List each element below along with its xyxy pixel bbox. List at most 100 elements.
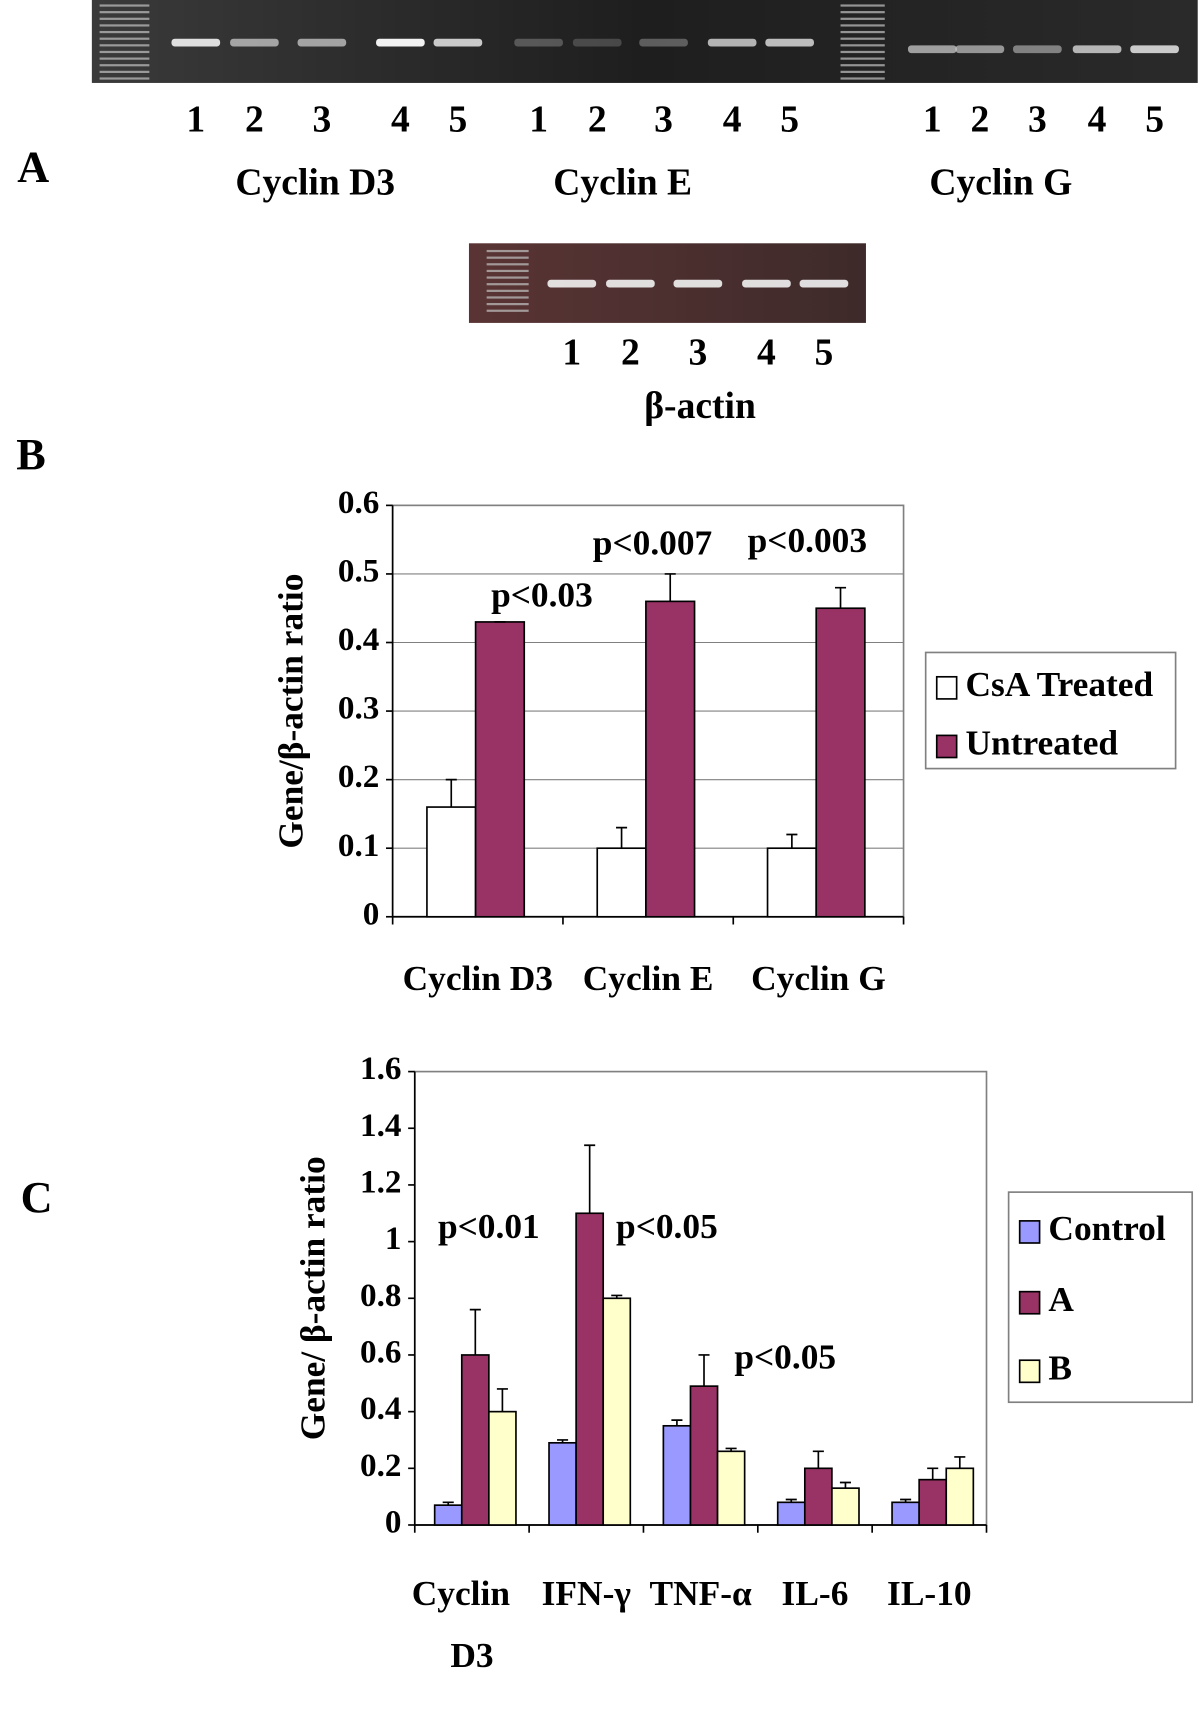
ladder-band (486, 283, 529, 286)
x-tick-label: Cyclin D3 (412, 1573, 519, 1675)
ladder-band (840, 77, 885, 80)
error-bar (954, 1456, 966, 1469)
bar (460, 1354, 490, 1526)
gel-label: Cyclin E (553, 162, 692, 203)
bar (815, 607, 866, 918)
ladder-band (486, 263, 529, 266)
error-bar (445, 778, 457, 808)
bar (596, 847, 647, 918)
error-bar (927, 1467, 939, 1480)
error-bar (496, 1388, 508, 1412)
legend-label: B (1048, 1347, 1072, 1387)
y-tick-label: 0.3 (338, 690, 379, 727)
lane-label: 3 (654, 99, 673, 140)
gel-label: Cyclin D3 (235, 162, 395, 203)
bar (891, 1501, 920, 1526)
ladder-band (840, 64, 885, 67)
bar (575, 1212, 605, 1526)
ladder-band (99, 24, 150, 27)
lane-label: 4 (1088, 99, 1107, 140)
legend-box (924, 651, 1177, 770)
legend-swatch (1018, 1220, 1041, 1244)
bar (776, 1501, 806, 1526)
error-bar (616, 826, 628, 849)
legend-label: A (1048, 1279, 1074, 1319)
ladder-band (99, 70, 150, 73)
bar (548, 1441, 577, 1526)
error-bar (442, 1501, 454, 1506)
bar (716, 1450, 746, 1526)
lane-label: 5 (448, 99, 467, 140)
error-bar (900, 1498, 912, 1503)
gel-band (1130, 45, 1179, 54)
legend-label: Control (1048, 1208, 1165, 1248)
gel-band (765, 38, 814, 47)
y-tick-label: 0.6 (338, 484, 379, 521)
ladder-band (486, 269, 529, 273)
y-tick-label: 0.4 (338, 621, 379, 658)
ladder-band (840, 4, 885, 7)
y-tick-label: 1 (385, 1220, 402, 1257)
lane-label: 3 (1028, 99, 1047, 140)
gel-band (606, 279, 655, 288)
bar (918, 1478, 948, 1526)
error-bar (557, 1439, 569, 1443)
ladder-band (99, 17, 150, 20)
y-tick-label: 0.6 (360, 1334, 401, 1371)
error-bar (834, 586, 847, 609)
ladder-band (486, 256, 529, 259)
gel-label: β-actin (644, 386, 756, 427)
gel-band (799, 279, 849, 288)
ladder-band (99, 30, 150, 34)
legend-label: CsA Treated (965, 664, 1153, 704)
ladder-band (486, 249, 529, 253)
y-tick-label: 0.5 (338, 553, 379, 590)
y-tick-label: 0.4 (360, 1390, 401, 1427)
y-tick-label: 1.6 (360, 1050, 401, 1087)
y-tick-label: 1.4 (360, 1107, 401, 1144)
ladder-band (99, 11, 150, 14)
error-bar (725, 1447, 737, 1452)
x-tick-label: IL-6 (782, 1573, 849, 1613)
error-bar (812, 1450, 824, 1469)
ladder-band (840, 11, 885, 14)
x-tick-label: TNF-α (649, 1573, 752, 1613)
gel-band (547, 279, 597, 288)
error-bar (611, 1294, 623, 1299)
legend-swatch (1018, 1290, 1041, 1315)
ladder-band (99, 50, 150, 54)
bar (945, 1467, 975, 1526)
ladder-band (840, 37, 885, 40)
lane-label: 5 (780, 99, 799, 140)
panel-letter: C (21, 1173, 53, 1222)
gel-band (955, 45, 1005, 54)
ladder-band (486, 276, 529, 279)
annotation: p<0.03 (491, 574, 593, 614)
ladder-band (840, 70, 885, 73)
gel-band (297, 38, 347, 47)
legend-swatch (1018, 1359, 1041, 1384)
bar (426, 806, 477, 918)
x-tick-label: IFN-γ (542, 1573, 632, 1613)
error-bar (664, 573, 676, 602)
gel-band (171, 38, 221, 47)
lane-label: 4 (723, 99, 742, 140)
legend-swatch (935, 675, 958, 700)
lane-label: 4 (757, 333, 776, 374)
ladder-band (99, 57, 150, 60)
gel-band (514, 38, 563, 47)
y-axis-label: Gene/β-actin ratio (270, 574, 310, 849)
bar (645, 600, 696, 918)
annotation: p<0.003 (748, 520, 867, 560)
panel-letter: A (17, 143, 49, 192)
bar (689, 1385, 719, 1526)
bar (803, 1467, 833, 1526)
panel-letter: B (16, 430, 45, 479)
gel-band (707, 38, 757, 47)
x-tick-label: IL-10 (887, 1573, 972, 1613)
annotation: p<0.05 (616, 1206, 718, 1246)
ladder-band (486, 309, 529, 312)
lane-label: 1 (529, 99, 548, 140)
x-tick-label: Cyclin G (751, 958, 886, 998)
